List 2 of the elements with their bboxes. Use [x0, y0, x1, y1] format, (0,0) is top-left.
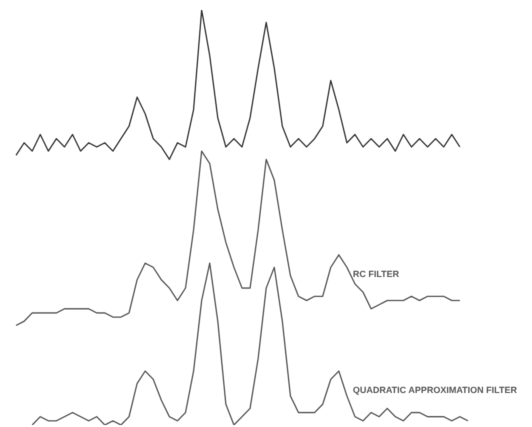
series-label: QUADRATIC APPROXIMATION FILTER [352, 385, 518, 396]
series-label: RC FILTER [352, 268, 400, 279]
